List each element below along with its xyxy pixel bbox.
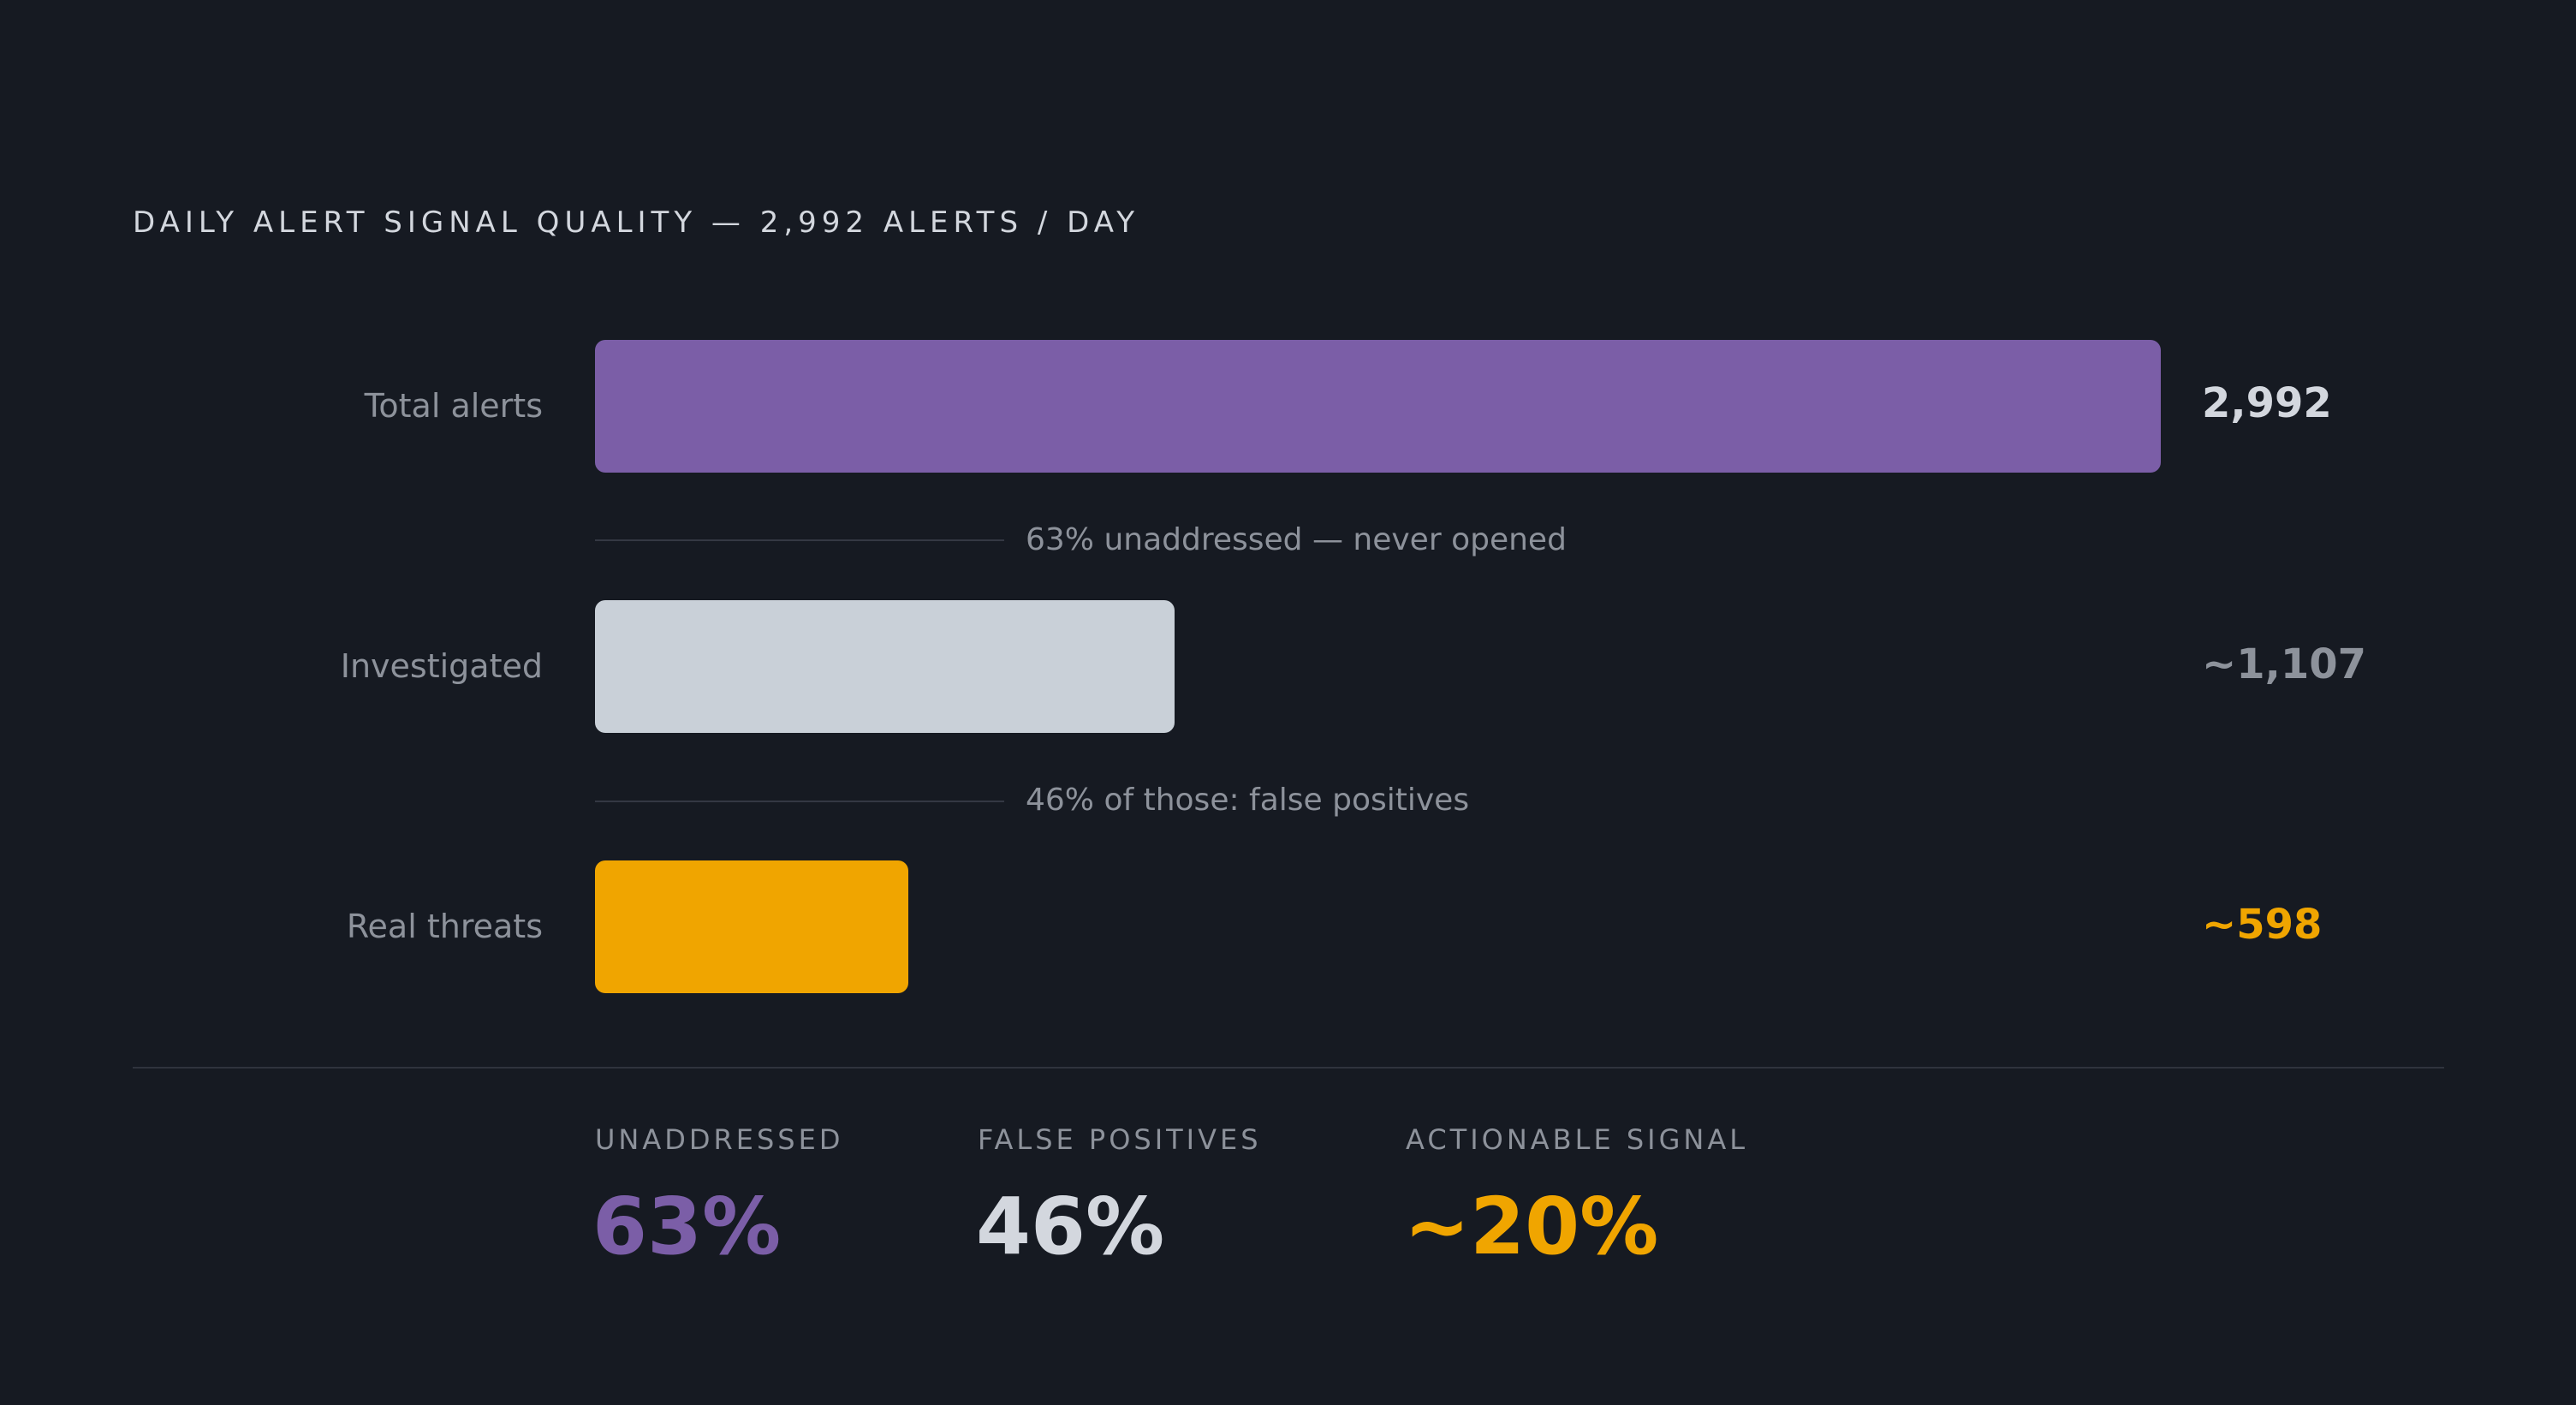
bar-total-alerts [595,340,2161,473]
stat-value-unaddressed: 63% [592,1181,782,1272]
annotation-unaddressed: 63% unaddressed — never opened [1026,522,1567,557]
row-label-total-alerts: Total alerts [364,387,543,425]
row-label-investigated: Investigated [340,647,543,685]
stat-value-false-positives: 46% [976,1181,1165,1272]
stat-value-actionable-signal: ~20% [1404,1181,1659,1272]
annotation-false-positives: 46% of those: false positives [1026,783,1470,818]
stat-label-false-positives: FALSE POSITIVES [978,1123,1262,1156]
bar-investigated [595,600,1175,733]
value-real-threats: ~598 [2202,901,2323,949]
divider [133,1067,2444,1069]
connector-line-1 [595,539,1004,541]
chart-title: DAILY ALERT SIGNAL QUALITY — 2,992 ALERT… [133,205,1140,240]
stat-label-actionable-signal: ACTIONABLE SIGNAL [1406,1123,1749,1156]
value-investigated: ~1,107 [2202,640,2367,688]
stat-label-unaddressed: UNADDRESSED [595,1123,844,1156]
bar-real-threats [595,860,908,993]
connector-line-2 [595,801,1004,802]
value-total-alerts: 2,992 [2202,379,2332,427]
row-label-real-threats: Real threats [346,908,543,945]
